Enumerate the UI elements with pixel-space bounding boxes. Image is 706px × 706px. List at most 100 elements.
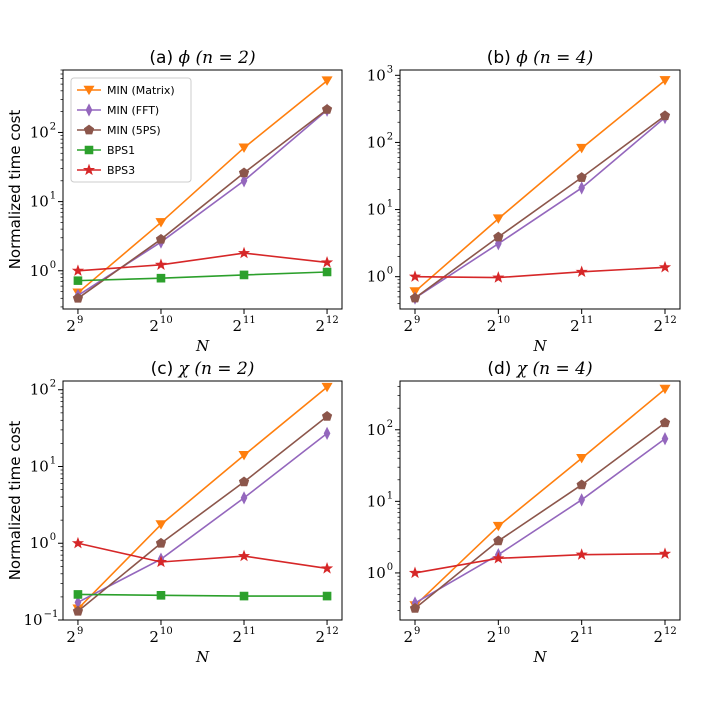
data-point: [237, 549, 251, 562]
y-tick-exp: 0: [387, 562, 393, 573]
data-point: [156, 273, 166, 283]
data-point: [661, 432, 669, 446]
series-bps1: [73, 590, 332, 601]
legend-marker: [82, 163, 96, 176]
y-tick-label: 10 2: [30, 121, 56, 141]
data-point: [238, 476, 250, 487]
y-tick-base: 10: [367, 133, 386, 151]
data-point: [659, 76, 671, 86]
series-min-5ps: [409, 417, 671, 613]
legend-item: MIN (Matrix): [77, 84, 175, 97]
x-tick-exp: 9: [414, 626, 420, 637]
data-point: [658, 260, 672, 273]
data-point: [155, 218, 167, 228]
x-tick-base: 2: [570, 628, 580, 646]
y-tick-exp: 2: [50, 379, 56, 390]
legend-marker: [83, 85, 95, 96]
y-tick-exp: 3: [387, 64, 393, 75]
y-tick-base: 10: [30, 381, 49, 399]
legend: MIN (Matrix) MIN (FFT) MIN (5PS) BPS1 BPS3: [70, 77, 192, 183]
series-line: [414, 422, 666, 609]
data-point: [576, 143, 588, 154]
chart-title-prefix: (d): [487, 359, 516, 379]
y-tick-exp: 1: [387, 199, 393, 210]
x-tick-label: 2 10: [149, 626, 172, 646]
x-tick-exp: 9: [77, 315, 83, 326]
x-tick-base: 2: [232, 317, 242, 335]
y-tick-label: 10 2: [367, 419, 393, 439]
data-point: [322, 591, 332, 601]
y-tick-exp: 2: [387, 131, 393, 142]
chart-panel-4: 10 010 110 22 9 2 10 2 11 2 12(d) χ (n = 4)N: [367, 359, 681, 666]
y-tick-label: 10 1: [367, 490, 393, 510]
x-tick-exp: 12: [326, 315, 339, 326]
chart-panel-2: 10 010 110 210 32 9 2 10 2 11 2 12(b) ϕ (n = 4)N: [367, 48, 681, 355]
y-tick-base: 10: [367, 421, 386, 439]
x-tick-label: 2 12: [316, 626, 339, 646]
x-tick-exp: 11: [581, 626, 594, 637]
data-point: [73, 276, 83, 285]
data-point: [238, 143, 250, 153]
y-tick-base: 10: [30, 457, 49, 475]
series-line: [414, 388, 666, 607]
x-axis-label: N: [195, 337, 210, 355]
y-tick-label: 10 2: [30, 379, 56, 399]
series-bps1: [73, 267, 332, 285]
series-line: [77, 108, 328, 299]
data-point: [155, 537, 167, 548]
y-tick-exp: 1: [50, 191, 56, 202]
data-point: [320, 562, 334, 574]
data-point: [71, 264, 85, 276]
x-tick-base: 2: [653, 317, 663, 335]
legend-marker: [83, 124, 95, 135]
x-tick-exp: 11: [243, 626, 256, 637]
plot-frame: [399, 69, 681, 310]
legend-label: BPS3: [107, 164, 135, 177]
series-bps3: [408, 547, 672, 579]
chart-panel-1: 10 010 110 22 9 2 10 2 11 2 12(a) ϕ (n = 2)NNormal…: [6, 48, 343, 355]
series-min-matrix: [409, 76, 671, 297]
legend-marker: [84, 145, 94, 155]
x-tick-label: 2 11: [570, 626, 593, 646]
data-point: [323, 426, 331, 441]
chart-title-prefix: (a): [149, 48, 178, 68]
chart-title-prefix: (c): [151, 359, 179, 379]
chart-title: (c) χ (n = 2): [151, 359, 255, 379]
y-tick-label: 10 0: [30, 532, 56, 552]
series-min-fft: [411, 432, 669, 610]
legend-item: BPS3: [77, 163, 135, 177]
data-point: [576, 479, 587, 490]
chart-title-math: ϕ (n = 2): [179, 48, 256, 68]
series-line: [414, 79, 666, 293]
y-tick-label: 10 1: [367, 199, 393, 219]
series-line: [77, 386, 328, 610]
series-line: [77, 252, 328, 272]
data-point: [492, 521, 504, 532]
chart-title-math: χ (n = 2): [178, 359, 255, 379]
y-tick-exp: 1: [387, 490, 393, 501]
chart-title: (a) ϕ (n = 2): [149, 48, 255, 68]
x-tick-base: 2: [149, 628, 159, 646]
x-tick-base: 2: [66, 317, 76, 335]
legend-label: MIN (5PS): [107, 124, 161, 137]
data-point: [320, 256, 334, 268]
y-tick-exp: 0: [50, 260, 56, 271]
data-point: [321, 76, 333, 86]
y-tick-base: 10: [367, 564, 386, 582]
chart-title: (b) ϕ (n = 4): [487, 48, 594, 68]
x-tick-label: 2 12: [653, 626, 676, 646]
y-tick-base: 10: [30, 193, 49, 211]
series-bps3: [71, 246, 334, 276]
y-tick-base: 10: [30, 123, 49, 141]
series-line: [414, 553, 666, 574]
series-min-matrix: [409, 384, 671, 611]
data-point: [575, 265, 588, 278]
y-tick-exp: −1: [44, 609, 59, 620]
legend-label: MIN (Matrix): [107, 84, 175, 97]
data-point: [408, 566, 422, 579]
y-tick-label: 10 2: [367, 131, 393, 151]
y-tick-base: 10: [367, 492, 386, 510]
series-line: [414, 116, 666, 299]
